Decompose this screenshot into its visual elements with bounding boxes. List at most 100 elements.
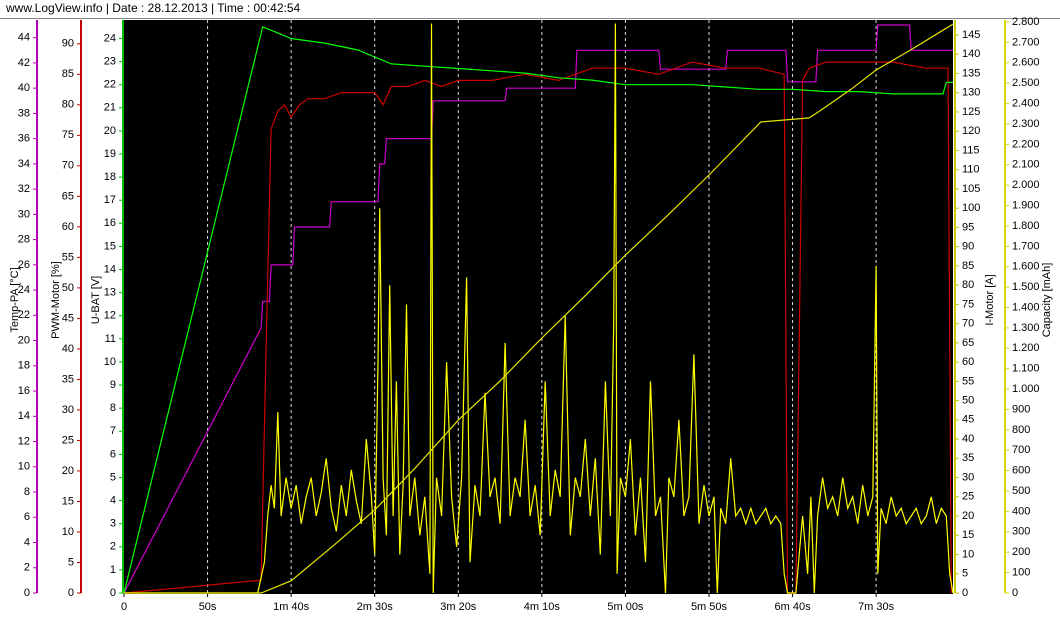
y-tick-label: 1.000 [1012, 383, 1040, 395]
series-line [124, 23, 954, 594]
y-tick-label: 8 [24, 486, 30, 498]
y-tick-label: 2.000 [1012, 179, 1040, 191]
y-tick-label: 6 [24, 511, 30, 523]
y-tick-label: 12 [104, 310, 116, 322]
y-tick-label: 100 [962, 202, 980, 214]
y-tick-label: 55 [962, 375, 974, 387]
y-tick-label: 900 [1012, 403, 1030, 415]
y-tick-label: 65 [962, 337, 974, 349]
x-tick-label: 5m 00s [607, 601, 644, 613]
y-tick-label: 10 [962, 548, 974, 560]
y-tick-label: 2.500 [1012, 77, 1040, 89]
y-tick-label: 75 [62, 129, 74, 141]
y-tick-label: 14 [18, 410, 30, 422]
y-tick-label: 40 [62, 343, 74, 355]
y-tick-label: 2.700 [1012, 36, 1040, 48]
y-tick-label: 70 [962, 318, 974, 330]
y-tick-label: 2 [110, 541, 116, 553]
y-tick-label: 20 [62, 465, 74, 477]
y-tick-label: 20 [962, 510, 974, 522]
y-tick-label: 105 [962, 183, 980, 195]
x-tick-label: 3m 20s [440, 601, 477, 613]
y-tick-label: 90 [62, 38, 74, 50]
y-tick-label: 100 [1012, 567, 1030, 579]
y-tick-label: 5 [68, 556, 74, 568]
y-tick-label: 1.900 [1012, 199, 1040, 211]
y-tick-label: 13 [104, 287, 116, 299]
y-tick-label: 16 [18, 385, 30, 397]
y-tick-label: 12 [18, 435, 30, 447]
y-tick-label: 35 [62, 373, 74, 385]
y-tick-label: 0 [24, 587, 30, 599]
y-tick-label: 800 [1012, 424, 1030, 436]
y-tick-label: 1.400 [1012, 301, 1040, 313]
y-axis-title: Capacity [mAh] [1041, 263, 1053, 338]
x-tick-label: 1m 40s [273, 601, 310, 613]
chart-title: www.LogView.info | Date : 28.12.2013 | T… [5, 1, 301, 15]
y-tick-label: 2 [24, 562, 30, 574]
y-tick-label: 400 [1012, 505, 1030, 517]
y-axis-title: I-Motor [A] [984, 274, 996, 325]
x-tick-label: 7m 30s [858, 601, 895, 613]
y-tick-label: 5 [962, 568, 968, 580]
y-tick-label: 2.400 [1012, 98, 1040, 110]
y-tick-label: 1.700 [1012, 240, 1040, 252]
y-tick-label: 10 [104, 356, 116, 368]
series-line [123, 61, 952, 594]
y-tick-label: 2.300 [1012, 118, 1040, 130]
y-tick-label: 15 [104, 240, 116, 252]
y-tick-label: 15 [962, 529, 974, 541]
y-tick-label: 0 [68, 587, 74, 599]
y-tick-label: 700 [1012, 444, 1030, 456]
y-tick-label: 135 [962, 67, 980, 79]
y-tick-label: 1.300 [1012, 322, 1040, 334]
y-tick-label: 115 [962, 144, 980, 156]
y-tick-label: 45 [62, 312, 74, 324]
y-tick-label: 10 [62, 526, 74, 538]
y-tick-label: 7 [110, 425, 116, 437]
y-tick-label: 85 [962, 260, 974, 272]
y-tick-label: 4 [110, 494, 116, 506]
y-tick-label: 50 [962, 394, 974, 406]
y-tick-label: 145 [962, 29, 980, 41]
y-tick-label: 22 [104, 79, 116, 91]
y-tick-label: 25 [62, 434, 74, 446]
x-tick-label: 5m 50s [691, 601, 728, 613]
y-tick-label: 0 [1012, 587, 1018, 599]
y-tick-label: 32 [18, 183, 30, 195]
y-tick-label: 30 [962, 471, 974, 483]
y-tick-label: 95 [962, 221, 974, 233]
y-tick-label: 17 [104, 194, 116, 206]
y-tick-label: 21 [104, 102, 116, 114]
y-tick-label: 18 [18, 360, 30, 372]
y-tick-label: 2.600 [1012, 57, 1040, 69]
y-tick-label: 65 [62, 190, 74, 202]
y-tick-label: 34 [18, 158, 30, 170]
x-tick-label: 50s [199, 601, 217, 613]
y-tick-label: 44 [18, 32, 30, 44]
y-tick-label: 1.100 [1012, 363, 1040, 375]
y-tick-label: 125 [962, 106, 980, 118]
y-tick-label: 85 [62, 68, 74, 80]
y-tick-label: 20 [104, 125, 116, 137]
y-tick-label: 1.800 [1012, 220, 1040, 232]
y-tick-label: 30 [62, 404, 74, 416]
y-tick-label: 2.200 [1012, 138, 1040, 150]
y-tick-label: 130 [962, 87, 980, 99]
y-tick-label: 50 [62, 282, 74, 294]
y-tick-label: 2.800 [1012, 16, 1040, 28]
y-tick-label: 70 [62, 160, 74, 172]
y-tick-label: 22 [18, 309, 30, 321]
y-tick-label: 200 [1012, 546, 1030, 558]
y-tick-label: 1.500 [1012, 281, 1040, 293]
y-tick-label: 30 [18, 208, 30, 220]
y-tick-label: 80 [962, 279, 974, 291]
y-tick-label: 2.100 [1012, 159, 1040, 171]
y-tick-label: 500 [1012, 485, 1030, 497]
y-axis-title: U-BAT [V] [90, 276, 102, 325]
y-tick-label: 10 [18, 461, 30, 473]
y-tick-label: 5 [110, 471, 116, 483]
y-tick-label: 20 [18, 334, 30, 346]
y-tick-label: 8 [110, 402, 116, 414]
